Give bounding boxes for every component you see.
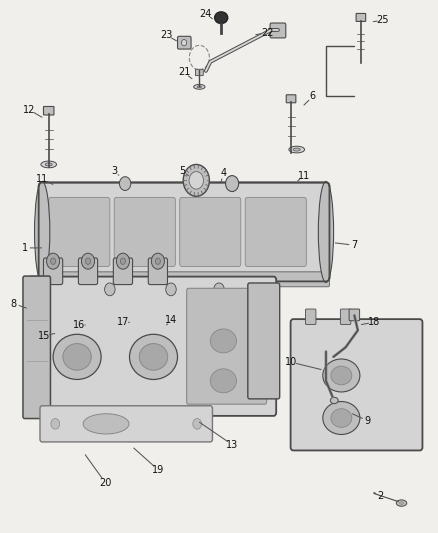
- FancyBboxPatch shape: [195, 69, 203, 76]
- Circle shape: [155, 258, 160, 264]
- FancyBboxPatch shape: [40, 406, 212, 442]
- Circle shape: [85, 258, 91, 264]
- Text: 1: 1: [21, 243, 28, 253]
- Ellipse shape: [330, 397, 338, 403]
- Circle shape: [117, 253, 130, 269]
- Ellipse shape: [289, 146, 304, 153]
- Circle shape: [120, 176, 131, 190]
- FancyBboxPatch shape: [43, 258, 63, 285]
- Text: 6: 6: [310, 91, 316, 101]
- Ellipse shape: [35, 181, 50, 282]
- Ellipse shape: [139, 344, 168, 370]
- Circle shape: [81, 253, 95, 269]
- Text: 12: 12: [23, 104, 35, 115]
- Text: 8: 8: [11, 298, 17, 309]
- Ellipse shape: [318, 181, 334, 282]
- FancyBboxPatch shape: [28, 277, 276, 416]
- Text: 5: 5: [179, 166, 185, 176]
- Ellipse shape: [331, 366, 352, 385]
- FancyBboxPatch shape: [49, 197, 110, 266]
- FancyBboxPatch shape: [270, 23, 286, 38]
- Ellipse shape: [197, 86, 201, 88]
- Ellipse shape: [63, 344, 91, 370]
- Ellipse shape: [331, 409, 352, 427]
- FancyBboxPatch shape: [286, 95, 296, 103]
- Text: 21: 21: [178, 68, 190, 77]
- Ellipse shape: [45, 163, 52, 166]
- FancyBboxPatch shape: [180, 197, 241, 266]
- Text: 3: 3: [111, 166, 117, 176]
- FancyBboxPatch shape: [113, 258, 133, 285]
- Text: 23: 23: [160, 30, 173, 41]
- Circle shape: [181, 39, 187, 46]
- FancyBboxPatch shape: [290, 319, 423, 450]
- Circle shape: [51, 418, 60, 429]
- Ellipse shape: [399, 502, 404, 504]
- FancyBboxPatch shape: [248, 283, 280, 399]
- Text: 13: 13: [226, 440, 238, 450]
- Text: 11: 11: [298, 171, 310, 181]
- Text: 18: 18: [368, 317, 380, 327]
- FancyBboxPatch shape: [114, 197, 175, 266]
- Circle shape: [189, 172, 204, 189]
- FancyBboxPatch shape: [356, 13, 366, 21]
- Text: 17: 17: [117, 317, 129, 327]
- Text: 15: 15: [38, 330, 50, 341]
- Text: 4: 4: [220, 168, 226, 179]
- Ellipse shape: [83, 414, 129, 434]
- FancyBboxPatch shape: [78, 258, 98, 285]
- FancyBboxPatch shape: [177, 36, 191, 49]
- Text: 22: 22: [261, 28, 273, 38]
- Text: 25: 25: [377, 15, 389, 26]
- FancyBboxPatch shape: [245, 197, 306, 266]
- Text: 20: 20: [99, 478, 112, 488]
- Circle shape: [50, 258, 56, 264]
- Ellipse shape: [323, 401, 360, 434]
- Ellipse shape: [130, 334, 177, 379]
- Ellipse shape: [396, 500, 407, 506]
- FancyBboxPatch shape: [187, 288, 267, 404]
- Ellipse shape: [194, 84, 205, 89]
- FancyBboxPatch shape: [305, 309, 316, 325]
- FancyBboxPatch shape: [349, 309, 360, 321]
- Text: 24: 24: [200, 9, 212, 19]
- Ellipse shape: [215, 12, 228, 23]
- Circle shape: [183, 165, 209, 196]
- Circle shape: [46, 253, 60, 269]
- Text: 19: 19: [152, 465, 164, 474]
- Circle shape: [226, 175, 239, 191]
- Circle shape: [120, 258, 126, 264]
- Ellipse shape: [210, 369, 237, 393]
- Text: 2: 2: [378, 491, 384, 501]
- Text: 11: 11: [36, 174, 48, 184]
- Circle shape: [166, 283, 176, 296]
- FancyBboxPatch shape: [340, 309, 351, 325]
- Ellipse shape: [323, 359, 360, 392]
- FancyBboxPatch shape: [43, 107, 54, 115]
- Text: 7: 7: [351, 240, 357, 250]
- Circle shape: [151, 253, 164, 269]
- Circle shape: [39, 283, 49, 296]
- FancyBboxPatch shape: [39, 272, 329, 287]
- FancyBboxPatch shape: [39, 182, 329, 281]
- Ellipse shape: [293, 148, 300, 151]
- Ellipse shape: [210, 329, 237, 353]
- FancyBboxPatch shape: [148, 258, 167, 285]
- Text: 14: 14: [165, 314, 177, 325]
- Ellipse shape: [41, 161, 57, 168]
- FancyBboxPatch shape: [23, 276, 50, 418]
- Circle shape: [214, 283, 224, 296]
- Text: 9: 9: [364, 416, 371, 426]
- Text: 10: 10: [285, 357, 297, 367]
- Circle shape: [105, 283, 115, 296]
- Ellipse shape: [53, 334, 101, 379]
- Circle shape: [193, 418, 201, 429]
- Text: 16: 16: [73, 320, 85, 330]
